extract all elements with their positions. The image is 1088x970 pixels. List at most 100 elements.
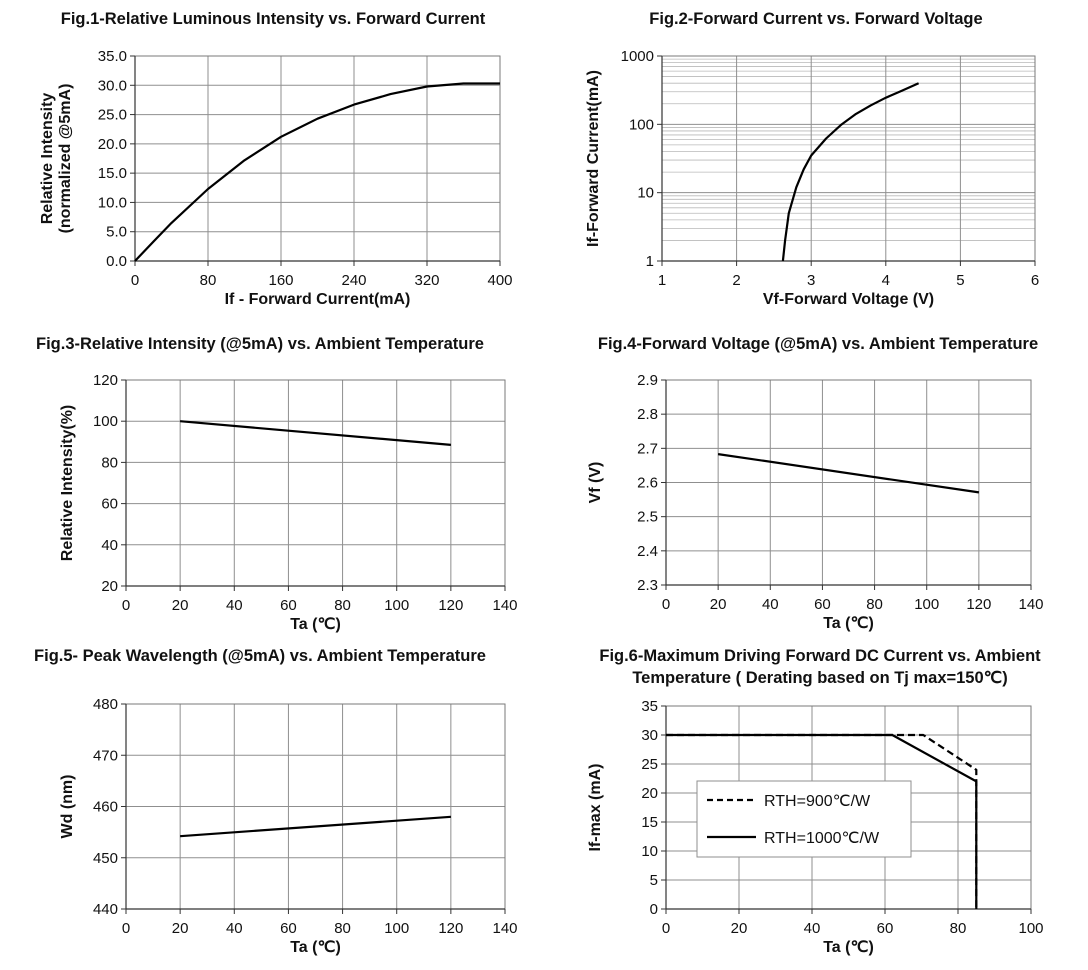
fig2-x-tick-label: 4 — [882, 272, 890, 289]
fig1-y-tick-label: 10.0 — [98, 194, 127, 211]
fig4-chart: 2.3 2.4 2.5 2.6 2.7 2.8 2.9 0 20 40 60 80 100 120 140 T… — [587, 372, 1044, 632]
fig4-y-tick-label: 2.3 — [637, 577, 658, 594]
fig6-legend-box — [696, 780, 912, 858]
fig3-x-tick-label: 20 — [172, 597, 189, 614]
fig6-legend: RTH=900℃/W RTH=1000℃/W — [696, 780, 912, 858]
fig1-x-tick-label: 320 — [414, 272, 439, 289]
fig5-x-tick-label: 40 — [226, 920, 243, 937]
fig3-y-tick-label: 40 — [101, 537, 118, 554]
fig3-y-tick-label: 120 — [93, 372, 118, 389]
fig5-chart: 440 450 460 470 480 0 20 40 60 80 100 120 140 Ta (℃) W… — [59, 696, 518, 956]
fig4-y-tick-label: 2.9 — [637, 372, 658, 389]
fig4-x-axis-label: Ta (℃) — [823, 615, 874, 632]
fig6-y-tick-label: 35 — [641, 698, 658, 715]
fig5-y-axis-label: Wd (nm) — [59, 775, 76, 839]
fig6-y-tick-label: 10 — [641, 843, 658, 860]
fig4-y-tick-label: 2.7 — [637, 440, 658, 457]
fig1-x-tick-label: 0 — [131, 272, 139, 289]
fig6-legend-label: RTH=1000℃/W — [764, 830, 880, 847]
fig3-y-tick-label: 20 — [101, 578, 118, 595]
fig5-y-tick-label: 460 — [93, 799, 118, 816]
fig6-x-tick-label: 100 — [1018, 920, 1043, 937]
fig5-x-tick-label: 120 — [438, 920, 463, 937]
fig3-plot-frame — [125, 379, 506, 587]
fig3-title: Fig.3-Relative Intensity (@5mA) vs. Ambi… — [36, 335, 484, 353]
fig2-x-tick-label: 2 — [732, 272, 740, 289]
fig1-x-tick-label: 400 — [487, 272, 512, 289]
fig4-x-tick-label: 80 — [866, 596, 883, 613]
fig6-chart: 0 5 10 15 20 25 30 35 0 20 40 60 80 100 Ta (℃) If-max (… — [587, 698, 1044, 956]
fig4-y-tick-label: 2.5 — [637, 509, 658, 526]
fig5-x-tick-label: 140 — [492, 920, 517, 937]
fig3-y-tick-label: 80 — [101, 454, 118, 471]
fig2-y-tick-label: 1 — [646, 253, 654, 270]
fig5-y-tick-label: 450 — [93, 850, 118, 867]
fig1-y-axis-label: Relative Intensity — [39, 93, 56, 225]
fig1-y-tick-label: 0.0 — [106, 253, 127, 270]
fig3-x-tick-label: 40 — [226, 597, 243, 614]
fig3-x-tick-label: 140 — [492, 597, 517, 614]
fig3-x-tick-label: 0 — [122, 597, 130, 614]
fig2-x-tick-label: 3 — [807, 272, 815, 289]
fig6-x-tick-label: 0 — [662, 920, 670, 937]
fig6-y-tick-label: 25 — [641, 756, 658, 773]
fig3-y-tick-label: 60 — [101, 496, 118, 513]
fig6-x-tick-label: 60 — [877, 920, 894, 937]
fig3-x-tick-label: 120 — [438, 597, 463, 614]
fig3-x-tick-label: 80 — [334, 597, 351, 614]
fig5-x-axis-label: Ta (℃) — [290, 939, 341, 956]
fig2-x-tick-label: 1 — [658, 272, 666, 289]
fig4-x-tick-label: 120 — [966, 596, 991, 613]
fig6-x-tick-label: 80 — [950, 920, 967, 937]
fig6-legend-label: RTH=900℃/W — [764, 793, 871, 810]
fig5-x-tick-label: 20 — [172, 920, 189, 937]
fig2-y-tick-label: 10 — [637, 185, 654, 202]
fig2-chart: 1 10 100 1000 1 2 3 4 5 6 Vf-Forward Voltage (V) If… — [585, 48, 1039, 308]
fig1-y-tick-label: 5.0 — [106, 224, 127, 241]
fig4-x-tick-label: 20 — [710, 596, 727, 613]
fig6-y-axis-label: If-max (mA) — [587, 763, 604, 851]
fig1-title: Fig.1-Relative Luminous Intensity vs. Fo… — [60, 10, 486, 28]
fig4-x-tick-label: 60 — [814, 596, 831, 613]
fig6-x-tick-label: 40 — [804, 920, 821, 937]
fig1-x-tick-label: 240 — [341, 272, 366, 289]
fig3-x-tick-label: 60 — [280, 597, 297, 614]
fig4-x-tick-label: 100 — [914, 596, 939, 613]
fig4-x-tick-label: 40 — [762, 596, 779, 613]
fig6-x-tick-label: 20 — [731, 920, 748, 937]
fig5-y-tick-label: 440 — [93, 901, 118, 918]
fig2-y-tick-label: 100 — [629, 116, 654, 133]
fig1-x-tick-label: 80 — [200, 272, 217, 289]
fig4-x-tick-label: 140 — [1018, 596, 1043, 613]
fig5-y-tick-label: 470 — [93, 747, 118, 764]
fig5-series-line — [180, 815, 451, 838]
fig6-y-tick-label: 0 — [650, 901, 658, 918]
fig6-x-axis-label: Ta (℃) — [823, 939, 874, 956]
fig1-y-axis-label: (normalized @5mA) — [57, 84, 74, 234]
fig2-x-tick-label: 5 — [956, 272, 964, 289]
fig5-x-tick-label: 100 — [384, 920, 409, 937]
fig1-series-line — [134, 82, 500, 262]
fig1-chart: 0.0 5.0 10.0 15.0 20.0 25.0 30.0 35.0 0 80 160 240 3… — [39, 48, 513, 308]
fig5-y-tick-label: 480 — [93, 696, 118, 713]
fig2-series-line — [781, 82, 920, 262]
fig1-y-tick-label: 20.0 — [98, 136, 127, 153]
fig4-y-tick-label: 2.6 — [637, 475, 658, 492]
fig1-plot-frame — [134, 55, 501, 262]
fig2-x-tick-label: 6 — [1031, 272, 1039, 289]
fig1-x-tick-label: 160 — [268, 272, 293, 289]
fig4-title: Fig.4-Forward Voltage (@5mA) vs. Ambient… — [597, 335, 1039, 353]
fig5-x-tick-label: 80 — [334, 920, 351, 937]
fig1-x-axis-label: If - Forward Current(mA) — [225, 291, 411, 308]
fig6-y-tick-label: 30 — [641, 727, 658, 744]
fig2-y-axis-label: If-Forward Current(mA) — [585, 70, 602, 247]
fig1-y-tick-label: 35.0 — [98, 48, 127, 65]
fig4-y-tick-label: 2.4 — [637, 543, 658, 560]
fig6-series-line-1 — [666, 733, 978, 909]
fig4-x-tick-label: 0 — [662, 596, 670, 613]
fig6-y-tick-label: 20 — [641, 785, 658, 802]
fig1-y-tick-label: 25.0 — [98, 107, 127, 124]
fig2-title: Fig.2-Forward Current vs. Forward Voltag… — [649, 10, 983, 28]
fig6-y-tick-label: 5 — [650, 872, 658, 889]
